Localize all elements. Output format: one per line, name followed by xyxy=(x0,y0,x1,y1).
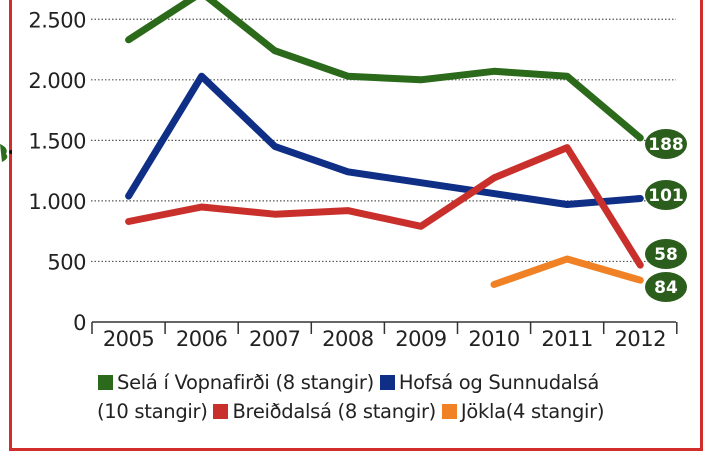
legend-label-sela: Selá í Vopnafirði (8 stangir) xyxy=(117,371,374,394)
x-tick-label: 2007 xyxy=(249,327,300,351)
x-tick-label: 2008 xyxy=(322,327,373,351)
y-axis-ticks: 0 500 1.000 1.500 2.000 2.500 xyxy=(28,8,86,335)
badge-label: 58 xyxy=(654,245,678,265)
series-line-0 xyxy=(125,0,644,142)
y-tick-label: 2.000 xyxy=(28,69,86,93)
y-tick-label: 2.500 xyxy=(28,8,86,32)
legend-row-1: Selá í Vopnafirði (8 stangir) Hofsá og S… xyxy=(98,368,678,397)
end-badges: 188 101 58 84 xyxy=(645,129,687,302)
legend-swatch-sela xyxy=(98,375,113,390)
series-line-2 xyxy=(125,144,644,269)
legend-swatch-breiddalsa xyxy=(213,404,229,419)
x-tick-label: 2012 xyxy=(615,327,666,351)
x-tick-label: 2005 xyxy=(103,327,154,351)
legend-row-2: (10 stangir) Breiðdalsá (8 stangir) Jökl… xyxy=(97,397,678,426)
x-tick-label: 2011 xyxy=(541,327,592,351)
x-tick-label: 2010 xyxy=(468,327,519,351)
y-tick-label: 1.500 xyxy=(28,129,86,153)
x-tick-label: 2006 xyxy=(176,327,228,351)
legend-label-breiddalsa: Breiðdalsá (8 stangir) xyxy=(232,400,436,423)
legend-swatch-jokla xyxy=(441,404,457,419)
end-badge: 84 xyxy=(645,272,687,302)
legend-label-jokla: Jökla(4 stangir) xyxy=(460,400,605,423)
chart-frame xyxy=(9,0,703,451)
series-line-1 xyxy=(125,72,644,208)
legend-label-hofsa-cont: (10 stangir) xyxy=(97,400,208,423)
badge-label: 188 xyxy=(648,135,684,155)
legend-item: Selá í Vopnafirði (8 stangir) xyxy=(98,371,374,394)
badge-label: 84 xyxy=(654,278,678,298)
badge-shape xyxy=(645,272,687,302)
badge-label: 101 xyxy=(648,186,684,206)
legend-item: Jökla(4 stangir) xyxy=(441,400,605,423)
y-tick-label: 1.000 xyxy=(28,190,86,214)
series-lines xyxy=(125,0,644,288)
end-badge: 101 xyxy=(645,180,687,210)
series-line-3 xyxy=(490,255,644,288)
y-tick-label: 500 xyxy=(47,250,86,274)
legend-swatch-hofsa xyxy=(379,375,395,390)
end-badge: 58 xyxy=(645,239,687,269)
legend-item: Breiðdalsá (8 stangir) xyxy=(213,400,436,423)
grid-lines xyxy=(91,18,676,263)
badge-shape xyxy=(645,180,687,210)
legend: Selá í Vopnafirði (8 stangir) Hofsá og S… xyxy=(97,368,678,426)
x-axis: 2005 2006 2007 2008 2009 2010 2011 2012 xyxy=(91,321,678,351)
y-tick-label: 0 xyxy=(73,311,86,335)
legend-label-hofsa: Hofsá og Sunnudalsá xyxy=(398,371,600,394)
badge-shape xyxy=(645,239,687,269)
end-badge: 188 xyxy=(645,129,687,159)
legend-item: Hofsá og Sunnudalsá xyxy=(379,371,600,394)
x-tick-label: 2009 xyxy=(395,327,446,351)
badge-shape xyxy=(645,129,687,159)
